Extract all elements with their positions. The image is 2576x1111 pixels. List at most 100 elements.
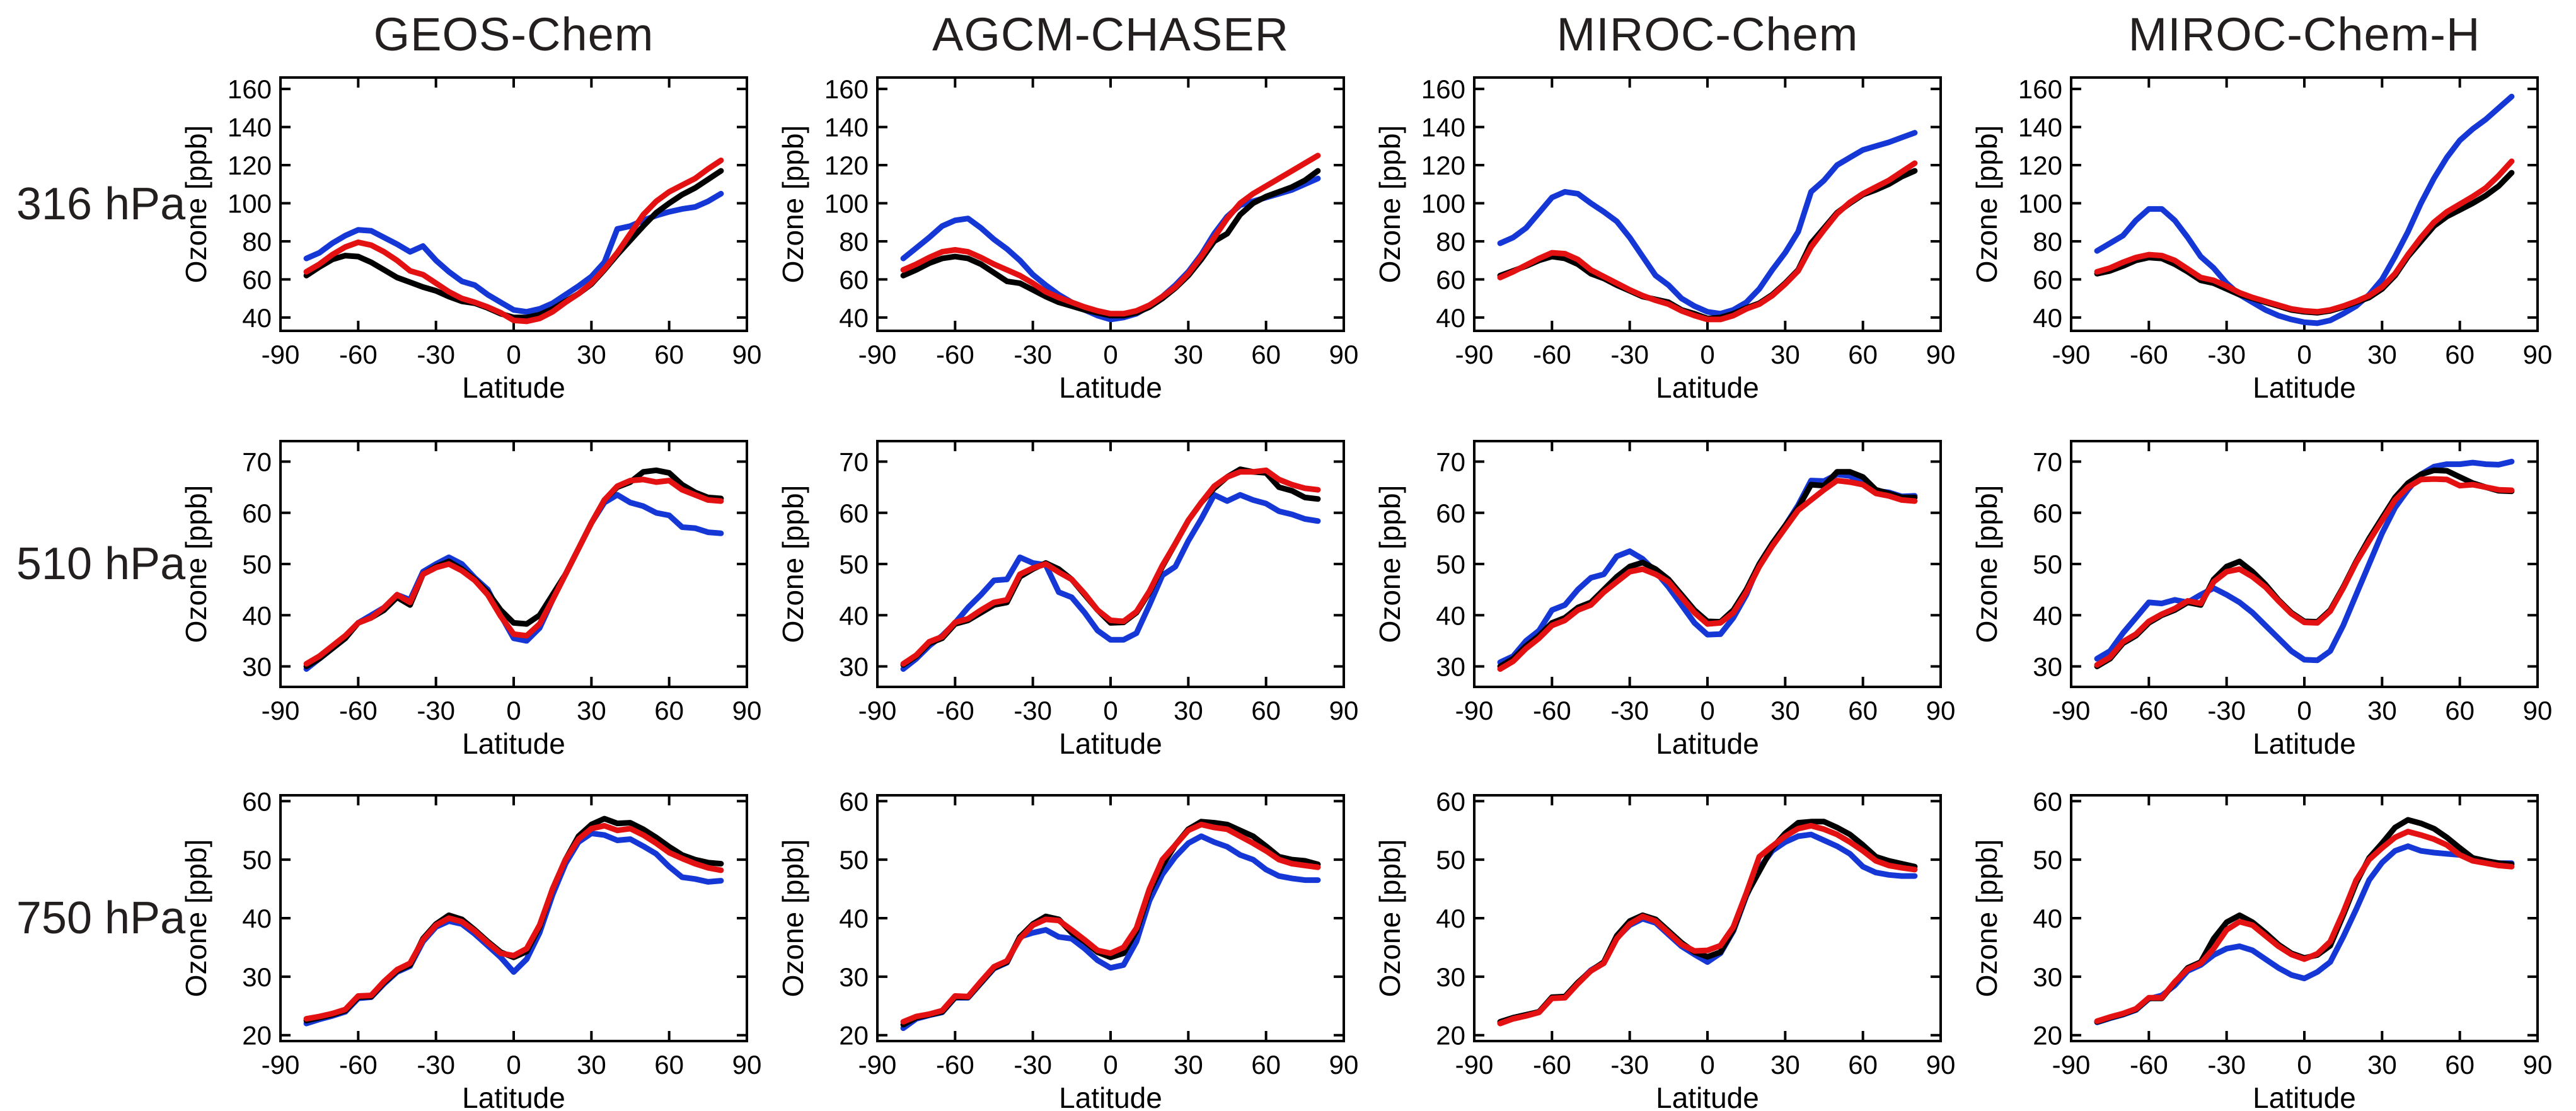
- axis-frame: [1473, 440, 1942, 688]
- x-tick-label: -60: [339, 1050, 378, 1079]
- y-tick-label: 40: [839, 904, 869, 933]
- y-tick-label: 30: [1436, 652, 1465, 682]
- x-tick-label: -30: [417, 340, 455, 369]
- x-axis-label: Latitude: [1059, 1081, 1162, 1111]
- x-tick-label: 30: [577, 340, 606, 369]
- x-tick-label: 30: [1174, 696, 1203, 725]
- y-tick-label: 120: [1421, 151, 1465, 180]
- y-tick-label: 60: [839, 786, 869, 816]
- x-tick-label: 90: [732, 696, 762, 725]
- y-tick-label: 60: [839, 498, 869, 528]
- y-tick-label: 80: [2033, 227, 2062, 256]
- x-tick-label: -90: [2052, 340, 2091, 369]
- series-line-blue: [1497, 471, 1918, 665]
- chart-panel-r1c0: -90 -60 -30 0 30 60 90 30 40 50 60 70 Latitude Ozone …: [180, 440, 762, 760]
- y-tick-label: 80: [839, 227, 869, 256]
- y-tick-label: 30: [839, 962, 869, 992]
- series-line-red: [303, 158, 724, 325]
- y-tick-label: 140: [824, 113, 869, 142]
- series-line-red: [1497, 478, 1918, 672]
- x-tick-label: -60: [339, 696, 378, 725]
- x-tick-label: -60: [2130, 340, 2168, 369]
- y-axis-label: Ozone [ppb]: [1373, 485, 1406, 643]
- y-tick-label: 160: [228, 74, 272, 104]
- y-tick-label: 70: [1436, 447, 1465, 477]
- x-tick-label: -60: [1533, 1050, 1571, 1079]
- x-tick-label: 90: [732, 1050, 762, 1079]
- y-tick-label: 30: [839, 652, 869, 682]
- x-tick-label: -30: [1610, 1050, 1649, 1079]
- y-axis-label: Ozone [ppb]: [180, 125, 212, 284]
- chart-panel-r0c1: -90 -60 -30 0 30 60 90 40 60 80 100 120 140 160 Latitu…: [777, 74, 1358, 404]
- x-tick-label: -30: [1610, 696, 1649, 725]
- y-tick-label: 30: [2033, 652, 2062, 682]
- x-tick-label: 60: [2445, 696, 2475, 725]
- y-axis-label: Ozone [ppb]: [777, 485, 809, 643]
- x-tick-label: 90: [2523, 696, 2553, 725]
- x-tick-label: -30: [1014, 340, 1052, 369]
- y-tick-label: 40: [242, 904, 272, 933]
- series-line-blue: [2094, 93, 2515, 326]
- y-tick-label: 20: [2033, 1021, 2062, 1051]
- x-tick-label: -90: [1455, 1050, 1494, 1079]
- series-line-black: [303, 815, 724, 1023]
- x-tick-label: -90: [858, 696, 897, 725]
- x-tick-label: -60: [1533, 340, 1571, 369]
- chart-panel-r1c1: -90 -60 -30 0 30 60 90 30 40 50 60 70 Latitude Ozone …: [777, 440, 1358, 760]
- x-tick-label: -90: [262, 1050, 300, 1079]
- x-tick-label: -30: [2207, 340, 2246, 369]
- x-tick-label: 0: [1700, 340, 1714, 369]
- x-axis-label: Latitude: [1059, 371, 1162, 404]
- y-tick-label: 160: [1421, 74, 1465, 104]
- x-tick-label: 60: [2445, 340, 2475, 369]
- x-tick-label: 30: [1174, 1050, 1203, 1079]
- y-tick-label: 20: [839, 1021, 869, 1051]
- series-line-black: [1497, 819, 1918, 1025]
- x-tick-label: 90: [1926, 1050, 1956, 1079]
- y-tick-label: 120: [228, 151, 272, 180]
- y-tick-label: 70: [2033, 447, 2062, 477]
- x-tick-label: -90: [2052, 696, 2091, 725]
- y-tick-label: 60: [1436, 498, 1465, 528]
- axis-frame: [876, 76, 1345, 332]
- x-axis-label: Latitude: [2253, 1081, 2356, 1111]
- x-tick-label: 60: [654, 340, 684, 369]
- x-tick-label: 60: [1848, 340, 1878, 369]
- y-axis-label: Ozone [ppb]: [777, 125, 809, 284]
- y-axis-label: Ozone [ppb]: [180, 485, 212, 643]
- y-tick-label: 140: [228, 113, 272, 142]
- x-tick-label: -60: [936, 696, 974, 725]
- y-tick-label: 50: [242, 550, 272, 579]
- y-tick-label: 60: [839, 265, 869, 294]
- x-tick-label: 90: [2523, 340, 2553, 369]
- y-tick-label: 60: [242, 786, 272, 816]
- x-tick-label: 0: [1103, 1050, 1118, 1079]
- chart-panel-r2c0: -90 -60 -30 0 30 60 90 20 30 40 50 60 Latitude Ozone …: [180, 786, 761, 1111]
- x-tick-label: -30: [1014, 696, 1052, 725]
- y-tick-label: 50: [1436, 845, 1465, 875]
- chart-panel-r1c3: -90 -60 -30 0 30 60 90 30 40 50 60 70 Latitude Ozone …: [1970, 440, 2553, 760]
- x-tick-label: 30: [577, 1050, 606, 1079]
- chart-panel-r1c2: -90 -60 -30 0 30 60 90 30 40 50 60 70 Latitude Ozone …: [1373, 440, 1955, 760]
- x-axis-label: Latitude: [462, 1081, 565, 1111]
- y-tick-label: 120: [2018, 151, 2062, 180]
- y-tick-label: 100: [2018, 188, 2062, 218]
- y-axis-label: Ozone [ppb]: [1373, 125, 1406, 284]
- x-tick-label: 0: [506, 1050, 521, 1079]
- x-axis-label: Latitude: [2253, 727, 2356, 760]
- x-tick-label: 60: [2445, 1050, 2475, 1079]
- y-tick-label: 50: [242, 845, 272, 875]
- y-tick-label: 140: [1421, 113, 1465, 142]
- x-tick-label: 0: [506, 340, 521, 369]
- x-axis-label: Latitude: [462, 371, 565, 404]
- chart-panel-r0c2: -90 -60 -30 0 30 60 90 40 60 80 100 120 140 160 Latitu…: [1373, 74, 1955, 404]
- y-tick-label: 60: [2033, 498, 2062, 528]
- x-tick-label: 90: [1329, 340, 1359, 369]
- x-tick-label: 60: [1251, 696, 1281, 725]
- series-line-blue: [2094, 459, 2515, 664]
- x-tick-label: 0: [1103, 340, 1118, 369]
- x-tick-label: 30: [1174, 340, 1203, 369]
- x-tick-label: 0: [1700, 696, 1714, 725]
- y-tick-label: 100: [824, 188, 869, 218]
